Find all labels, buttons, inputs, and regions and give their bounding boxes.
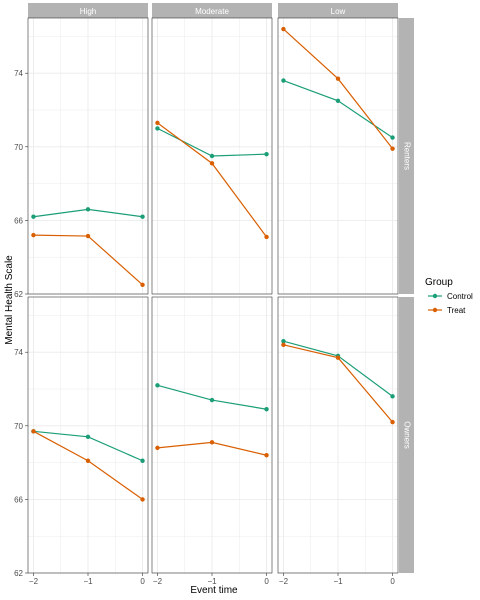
panel-renters-low <box>277 17 399 295</box>
data-point-control <box>264 151 269 157</box>
x-tick-label: −2 <box>153 577 163 586</box>
facet-strip-label: Owners <box>402 421 411 449</box>
plot-area: High Moderate Low Renters Owners 62 66 70 74 62 66… <box>14 3 414 586</box>
panel-border <box>277 17 399 295</box>
legend: Control Treat <box>428 292 473 315</box>
data-point-treat <box>335 76 341 81</box>
data-point-treat <box>155 445 160 451</box>
data-point-control <box>155 126 160 131</box>
legend-title: Group <box>425 277 453 288</box>
panel-border <box>151 17 273 295</box>
data-point-control <box>335 98 341 104</box>
data-point-control <box>140 214 145 219</box>
data-point-control <box>209 153 215 159</box>
data-point-control <box>85 207 91 212</box>
data-point-treat <box>390 146 395 151</box>
data-point-treat <box>209 161 215 166</box>
data-point-control <box>140 458 145 463</box>
x-tick-label: −2 <box>279 577 289 586</box>
data-point-treat <box>281 342 286 348</box>
y-tick-label: 74 <box>14 69 23 78</box>
data-point-control <box>155 383 160 388</box>
data-point-treat <box>155 120 160 126</box>
panel-owners-low <box>277 296 399 574</box>
x-tick-label: −2 <box>29 577 39 586</box>
y-axis-label: Mental Health Scale <box>4 255 15 345</box>
x-tick-label: 0 <box>390 577 395 586</box>
data-point-treat <box>85 458 91 463</box>
facet-strip-label: Renters <box>402 142 411 170</box>
data-point-treat <box>31 429 36 434</box>
facet-strip-high <box>28 3 148 18</box>
x-tick-label: −1 <box>83 577 93 586</box>
data-point-control <box>209 397 215 403</box>
data-point-treat <box>140 282 145 287</box>
data-point-control <box>390 135 395 140</box>
data-point-control <box>31 214 36 219</box>
data-point-treat <box>390 419 395 425</box>
facet-strip-label: Moderate <box>195 7 229 16</box>
data-point-treat <box>85 233 91 239</box>
y-tick-label: 70 <box>14 422 23 431</box>
panel-renters-high <box>27 17 149 295</box>
facet-strip-label: High <box>80 7 96 16</box>
data-point-treat <box>209 440 215 445</box>
data-point-treat <box>31 232 36 238</box>
legend-key-point <box>432 307 438 313</box>
data-point-control <box>390 394 395 399</box>
facet-strip-renters <box>399 18 414 294</box>
data-point-treat <box>281 26 286 32</box>
legend-key-point <box>432 293 438 299</box>
x-tick-label: 0 <box>140 577 145 586</box>
x-axis-label: Event time <box>190 585 238 596</box>
facet-strip-label: Low <box>331 7 346 16</box>
data-point-treat <box>264 453 269 458</box>
y-tick-label: 66 <box>14 216 23 225</box>
x-tick-label: 0 <box>264 577 269 586</box>
data-point-treat <box>264 234 269 240</box>
facet-strip-owners <box>399 297 414 573</box>
data-point-control <box>281 78 286 83</box>
y-tick-label: 70 <box>14 143 23 152</box>
y-tick-label: 66 <box>14 495 23 504</box>
data-point-treat <box>140 497 145 502</box>
data-point-control <box>85 434 91 440</box>
facet-strip-low <box>278 3 398 18</box>
legend-label: Control <box>447 292 473 301</box>
panel-owners-moderate <box>151 296 273 574</box>
panel-border <box>27 17 149 295</box>
data-point-control <box>281 338 286 344</box>
x-tick-label: −1 <box>333 577 343 586</box>
data-point-control <box>264 407 269 412</box>
y-tick-label: 74 <box>14 348 23 357</box>
y-tick-label: 62 <box>14 569 23 578</box>
facet-strip-moderate <box>152 3 272 18</box>
y-tick-label: 62 <box>14 290 23 299</box>
x-tick-label: −1 <box>207 577 217 586</box>
legend-label: Treat <box>447 306 466 315</box>
data-point-treat <box>335 355 341 360</box>
